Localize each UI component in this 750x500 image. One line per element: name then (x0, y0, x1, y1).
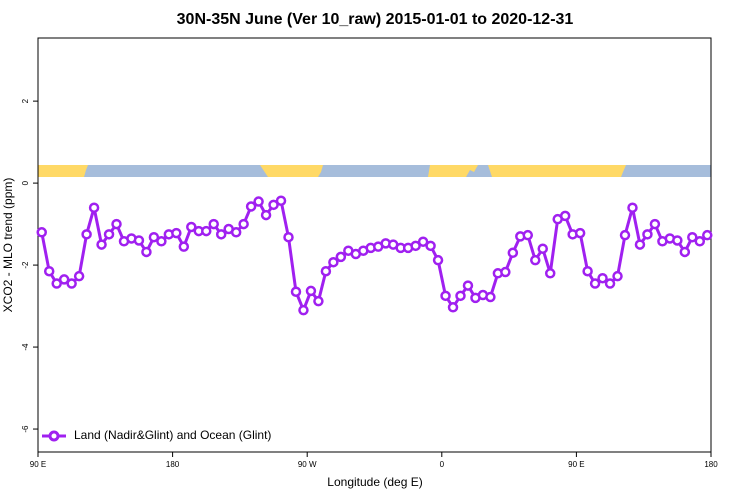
data-point (589, 278, 601, 289)
plot-frame (37, 37, 712, 453)
land-strip (260, 165, 323, 177)
land-strip (38, 165, 88, 177)
y-tick-label: 2 (21, 98, 30, 103)
data-point (290, 286, 302, 297)
data-point (230, 227, 242, 238)
data-point (425, 240, 436, 252)
data-point (111, 218, 122, 230)
x-tick-label: 0 (440, 460, 445, 469)
data-point (283, 231, 294, 243)
data-point (103, 229, 115, 240)
chart-title: 30N-35N June (Ver 10_raw) 2015-01-01 to … (177, 11, 574, 28)
data-point (208, 218, 219, 230)
data-point (36, 227, 47, 238)
data-point (298, 304, 309, 316)
data-point (245, 201, 257, 212)
data-point (702, 229, 713, 241)
data-point (687, 231, 698, 243)
y-axis-label: XCO2 - MLO trend (ppm) (1, 178, 15, 313)
data-point (133, 235, 145, 246)
plot-area (36, 195, 713, 316)
data-point (544, 268, 556, 279)
data-point (462, 280, 474, 291)
data-point (642, 229, 653, 240)
x-tick-label: 90 W (298, 460, 317, 469)
data-point (582, 265, 593, 277)
data-point (156, 236, 167, 247)
data-point (559, 210, 571, 222)
data-point (238, 218, 249, 230)
data-point (96, 239, 107, 250)
data-point (679, 246, 691, 258)
data-point (260, 209, 272, 221)
land-strip (488, 165, 626, 177)
land-mask (38, 165, 711, 177)
data-point (574, 227, 586, 239)
x-axis-label: Longitude (deg E) (327, 475, 422, 489)
data-point (619, 229, 631, 241)
data-point (410, 240, 421, 252)
data-point (455, 290, 466, 302)
data-point (186, 221, 197, 233)
x-tick-label: 90 E (30, 460, 46, 469)
data-point (313, 295, 324, 307)
data-point (335, 251, 347, 263)
y-tick-label: -6 (21, 425, 30, 433)
legend-marker (48, 430, 60, 442)
data-point (530, 254, 541, 266)
data-point (440, 290, 451, 302)
data-point (417, 236, 429, 247)
data-point (634, 239, 646, 250)
data-point (500, 266, 511, 278)
data-point (88, 202, 100, 213)
data-point (66, 278, 77, 289)
data-point (320, 265, 332, 277)
data-line (40, 198, 709, 315)
data-point (649, 218, 661, 230)
data-point (522, 229, 534, 241)
data-point (328, 256, 339, 268)
data-point (604, 278, 616, 289)
data-point (171, 227, 182, 239)
data-point (432, 254, 444, 266)
data-point (51, 278, 62, 289)
x-tick-label: 180 (166, 460, 180, 469)
data-point (305, 285, 317, 297)
data-point (612, 270, 623, 282)
data-point (43, 265, 55, 277)
x-tick-label: 180 (704, 460, 718, 469)
data-point (148, 231, 160, 243)
data-point (141, 246, 152, 258)
data-point (507, 247, 519, 259)
data-point (485, 291, 496, 303)
data-point (627, 202, 638, 213)
data-point (537, 243, 548, 254)
x-tick-label: 90 E (568, 460, 584, 469)
y-tick-label: 0 (21, 180, 30, 185)
data-point (672, 235, 683, 246)
data-point (81, 229, 92, 240)
legend-label: Land (Nadir&Glint) and Ocean (Glint) (74, 428, 271, 442)
y-tick-label: -2 (21, 261, 30, 269)
data-point (275, 195, 287, 206)
data-point (201, 225, 212, 237)
y-tick-label: -4 (21, 343, 30, 351)
data-point (73, 270, 85, 282)
data-point (447, 302, 459, 313)
data-point (253, 196, 264, 207)
data-point (694, 236, 706, 247)
data-point (178, 241, 190, 252)
land-strip (428, 165, 478, 177)
data-point (58, 274, 70, 285)
data-point (268, 199, 279, 211)
data-point (597, 272, 608, 284)
data-point (215, 229, 227, 240)
legend: Land (Nadir&Glint) and Ocean (Glint) (42, 428, 271, 442)
